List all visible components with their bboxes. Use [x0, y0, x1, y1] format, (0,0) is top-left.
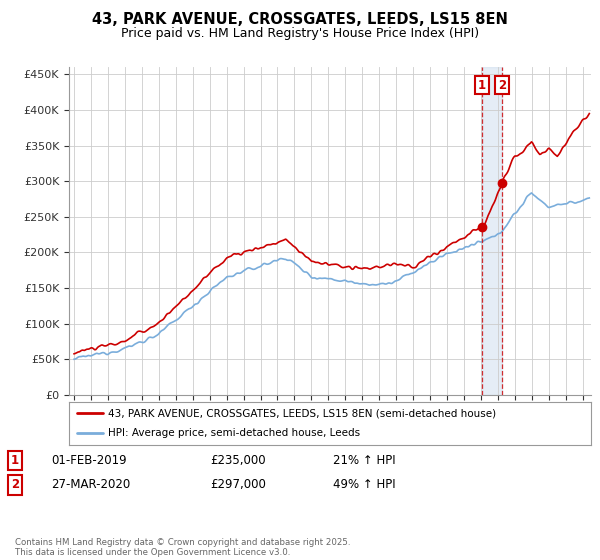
Text: 21% ↑ HPI: 21% ↑ HPI [333, 454, 395, 467]
Text: 1: 1 [11, 454, 19, 467]
Text: 43, PARK AVENUE, CROSSGATES, LEEDS, LS15 8EN: 43, PARK AVENUE, CROSSGATES, LEEDS, LS15… [92, 12, 508, 27]
Text: Contains HM Land Registry data © Crown copyright and database right 2025.
This d: Contains HM Land Registry data © Crown c… [15, 538, 350, 557]
Text: £235,000: £235,000 [210, 454, 266, 467]
Text: 2: 2 [498, 78, 506, 91]
Text: 43, PARK AVENUE, CROSSGATES, LEEDS, LS15 8EN (semi-detached house): 43, PARK AVENUE, CROSSGATES, LEEDS, LS15… [108, 408, 496, 418]
Text: HPI: Average price, semi-detached house, Leeds: HPI: Average price, semi-detached house,… [108, 428, 360, 438]
Text: 01-FEB-2019: 01-FEB-2019 [51, 454, 127, 467]
Bar [482, 67, 502, 395]
Text: 1: 1 [478, 78, 486, 91]
Text: £297,000: £297,000 [210, 478, 266, 492]
Text: Price paid vs. HM Land Registry's House Price Index (HPI): Price paid vs. HM Land Registry's House … [121, 27, 479, 40]
Text: 27-MAR-2020: 27-MAR-2020 [51, 478, 130, 492]
Text: 49% ↑ HPI: 49% ↑ HPI [333, 478, 395, 492]
Text: 2: 2 [11, 478, 19, 492]
